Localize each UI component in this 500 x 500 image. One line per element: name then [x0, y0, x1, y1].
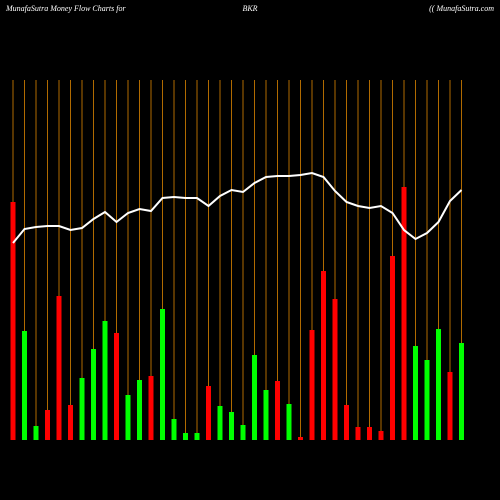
bar — [286, 404, 292, 440]
bar — [459, 343, 464, 440]
bar — [436, 329, 441, 440]
bar — [390, 256, 395, 440]
bar — [217, 406, 223, 440]
bar — [298, 437, 303, 440]
bar — [263, 390, 269, 440]
bar — [275, 381, 280, 440]
bar — [68, 405, 73, 440]
bar — [171, 419, 177, 440]
bar — [252, 355, 257, 440]
bar — [183, 433, 188, 440]
bar — [367, 427, 372, 440]
bar — [45, 410, 50, 440]
bar — [22, 331, 27, 440]
source: (( MunafaSutra.com — [429, 4, 494, 13]
bar — [102, 321, 108, 440]
bar — [332, 299, 338, 440]
money-flow-line — [12, 171, 463, 244]
bar — [344, 405, 349, 440]
bar — [56, 296, 62, 440]
bar — [413, 346, 418, 440]
bar — [447, 372, 453, 440]
bar — [206, 386, 211, 440]
bar — [401, 187, 407, 440]
bar — [378, 431, 384, 440]
bar — [79, 378, 85, 440]
bar — [137, 380, 142, 440]
bar — [309, 330, 315, 440]
bar — [114, 333, 119, 440]
bar — [229, 412, 234, 440]
bar — [194, 433, 200, 440]
bar — [148, 376, 154, 440]
bar — [424, 360, 430, 440]
bar — [91, 349, 96, 440]
bar — [125, 395, 131, 440]
bar — [33, 426, 39, 440]
bar — [321, 271, 326, 440]
bar — [160, 309, 165, 440]
bar — [355, 427, 361, 440]
bar — [10, 202, 16, 440]
chart-title: MunafaSutra Money Flow Charts for — [5, 4, 126, 13]
bar — [240, 425, 246, 440]
chart-subtitle: BKR — [242, 4, 257, 13]
